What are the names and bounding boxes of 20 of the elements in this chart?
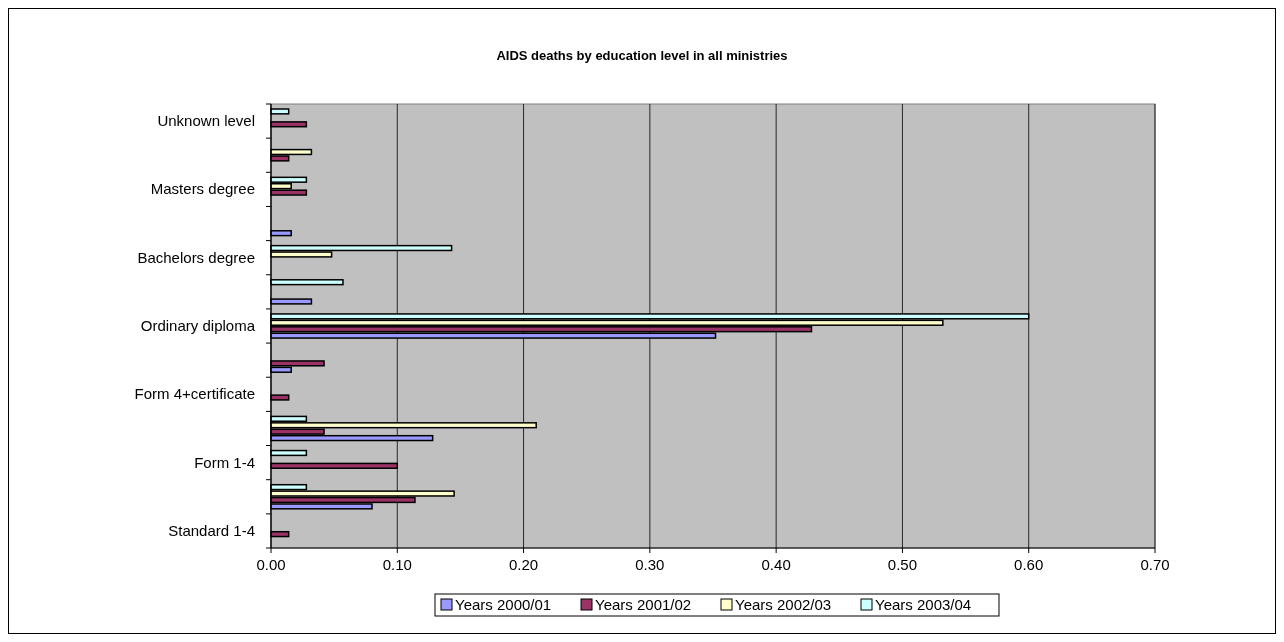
y-tick-label: Bachelors degree bbox=[137, 248, 255, 266]
y-tick-label: Unknown level bbox=[157, 112, 255, 130]
x-tick-label: 0.60 bbox=[1014, 556, 1044, 573]
y-tick-label: Form 1-4 bbox=[194, 453, 255, 471]
legend-label: Years 2001/02 bbox=[595, 596, 692, 613]
x-tick-label: 0.50 bbox=[887, 556, 918, 573]
x-tick-label: 0.30 bbox=[635, 556, 665, 573]
x-tick-label: 0.70 bbox=[1140, 556, 1170, 573]
x-tick-label: 0.00 bbox=[256, 556, 286, 573]
chart-title: AIDS deaths by education level in all ministries bbox=[496, 48, 788, 63]
y-tick-label: Ordinary diploma bbox=[140, 317, 256, 334]
y-tick-label: Form 4+certificate bbox=[134, 385, 255, 403]
y-tick-label: Standard 1-4 bbox=[168, 521, 255, 539]
y-tick-label: Masters degree bbox=[150, 180, 255, 198]
x-tick-label: 0.40 bbox=[761, 556, 791, 573]
x-tick-label: 0.20 bbox=[508, 556, 539, 573]
legend-label: Years 2000/01 bbox=[455, 596, 552, 613]
legend-label: Years 2003/04 bbox=[875, 596, 972, 613]
legend-label: Years 2002/03 bbox=[735, 596, 832, 613]
x-tick-label: 0.10 bbox=[382, 556, 412, 573]
